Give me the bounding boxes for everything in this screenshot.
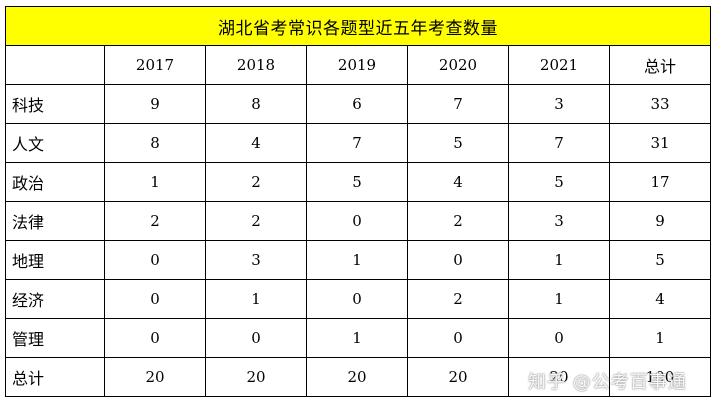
table-cell: 0 [407, 318, 509, 358]
table-title: 湖北省考常识各题型近五年考查数量 [5, 6, 711, 46]
table-row: 经济 0 1 0 2 1 4 [5, 279, 711, 319]
table-cell: 100 [609, 357, 711, 397]
row-label: 科技 [5, 84, 105, 124]
table-cell: 3 [508, 201, 610, 241]
table-cell: 20 [306, 357, 408, 397]
table-cell: 1 [306, 318, 408, 358]
table-cell: 0 [306, 201, 408, 241]
table-cell: 0 [306, 279, 408, 319]
table-cell: 2 [205, 201, 307, 241]
table-row: 法律 2 2 0 2 3 9 [5, 201, 711, 241]
column-header: 总计 [609, 45, 711, 85]
table-cell: 0 [104, 240, 206, 280]
table-cell: 1 [508, 240, 610, 280]
table-cell: 3 [205, 240, 307, 280]
table-cell: 7 [407, 84, 509, 124]
header-row: 2017 2018 2019 2020 2021 总计 [5, 45, 711, 85]
table-cell: 4 [407, 162, 509, 202]
row-label: 地理 [5, 240, 105, 280]
row-label: 政治 [5, 162, 105, 202]
table-cell: 8 [104, 123, 206, 163]
table-row: 管理 0 0 1 0 0 1 [5, 318, 711, 358]
table-cell: 5 [306, 162, 408, 202]
table-cell: 2 [407, 201, 509, 241]
table-cell: 0 [205, 318, 307, 358]
table-cell: 1 [609, 318, 711, 358]
table-cell: 5 [508, 162, 610, 202]
table-cell: 5 [407, 123, 509, 163]
table-cell: 20 [104, 357, 206, 397]
table-cell: 4 [609, 279, 711, 319]
table-cell: 9 [104, 84, 206, 124]
row-label: 总计 [5, 357, 105, 397]
data-table: 湖北省考常识各题型近五年考查数量 2017 2018 2019 2020 2021 总计科… [5, 6, 711, 397]
table-cell: 20 [205, 357, 307, 397]
header-corner-cell [5, 45, 105, 85]
table-cell: 31 [609, 123, 711, 163]
row-label: 经济 [5, 279, 105, 319]
table-cell: 4 [205, 123, 307, 163]
table-row: 地理 0 3 1 0 1 5 [5, 240, 711, 280]
table-cell: 8 [205, 84, 307, 124]
table-cell: 20 [508, 357, 610, 397]
column-header: 2017 [104, 45, 206, 85]
table-cell: 3 [508, 84, 610, 124]
table-cell: 1 [306, 240, 408, 280]
row-label: 人文 [5, 123, 105, 163]
table-cell: 1 [104, 162, 206, 202]
table-cell: 0 [407, 240, 509, 280]
table-cell: 0 [104, 279, 206, 319]
row-label: 法律 [5, 201, 105, 241]
table-cell: 9 [609, 201, 711, 241]
table-row: 科技 9 8 6 7 3 33 [5, 84, 711, 124]
table-cell: 7 [508, 123, 610, 163]
table-cell: 0 [508, 318, 610, 358]
column-header: 2019 [306, 45, 408, 85]
column-header: 2018 [205, 45, 307, 85]
table-cell: 5 [609, 240, 711, 280]
table-row: 人文 8 4 7 5 7 31 [5, 123, 711, 163]
column-header: 2020 [407, 45, 509, 85]
table-cell: 20 [407, 357, 509, 397]
table-cell: 7 [306, 123, 408, 163]
column-header: 2021 [508, 45, 610, 85]
row-label: 管理 [5, 318, 105, 358]
table-row: 总计 20 20 20 20 20 100 [5, 357, 711, 397]
table-cell: 33 [609, 84, 711, 124]
table-cell: 0 [104, 318, 206, 358]
table-cell: 17 [609, 162, 711, 202]
table-cell: 1 [205, 279, 307, 319]
table-cell: 1 [508, 279, 610, 319]
table-cell: 2 [205, 162, 307, 202]
table-row: 政治 1 2 5 4 5 17 [5, 162, 711, 202]
table-cell: 2 [407, 279, 509, 319]
table-cell: 2 [104, 201, 206, 241]
table-cell: 6 [306, 84, 408, 124]
